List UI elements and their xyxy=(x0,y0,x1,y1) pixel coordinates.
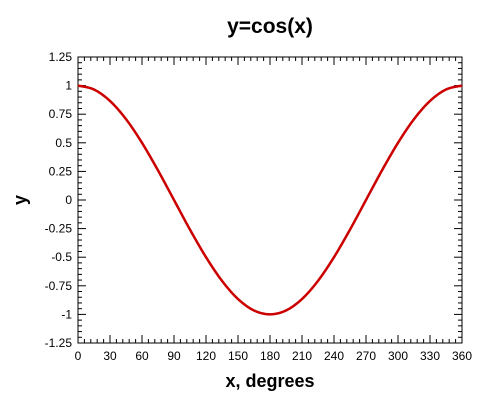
x-tick-label: 360 xyxy=(452,349,472,363)
y-tick-label: -0.25 xyxy=(45,222,73,236)
y-tick-label: 1 xyxy=(65,79,72,93)
x-tick-label: 120 xyxy=(196,349,216,363)
plot-border xyxy=(77,56,463,344)
plot-frame xyxy=(77,56,463,344)
y-tick-label: 1.25 xyxy=(49,50,73,64)
x-tick-label: 330 xyxy=(420,349,440,363)
y-tick-label: 0.25 xyxy=(49,164,73,178)
y-tick-label: 0.75 xyxy=(49,107,73,121)
y-tick-label: -1.25 xyxy=(45,336,73,350)
y-tick-label: -0.75 xyxy=(45,279,73,293)
cosine-series-line xyxy=(77,84,463,316)
y-tick-label: 0.5 xyxy=(55,136,72,150)
chart-title: y=cos(x) xyxy=(227,15,313,38)
x-axis-label: x, degrees xyxy=(225,371,314,391)
x-tick-label: 30 xyxy=(103,349,117,363)
x-tick-label: 270 xyxy=(356,349,376,363)
x-axis-ticks: 0 30 60 90 120 150 180 210 240 270 300 330 360 xyxy=(75,57,472,363)
series-group xyxy=(77,84,463,316)
x-tick-label: 180 xyxy=(260,349,280,363)
x-tick-label: 240 xyxy=(324,349,344,363)
y-tick-label: -1 xyxy=(61,307,72,321)
x-tick-label: 0 xyxy=(75,349,82,363)
y-axis-label: y xyxy=(10,195,30,205)
y-axis-ticks: -1.25 -1 -0.75 -0.5 -0.25 0 0.25 0.5 0.75 1 1.25 xyxy=(45,50,462,350)
x-tick-label: 90 xyxy=(167,349,181,363)
x-tick-label: 300 xyxy=(388,349,408,363)
y-tick-label: -0.5 xyxy=(51,250,72,264)
y-tick-label: 0 xyxy=(65,193,72,207)
x-tick-label: 150 xyxy=(228,349,248,363)
x-tick-label: 60 xyxy=(135,349,149,363)
x-tick-label: 210 xyxy=(292,349,312,363)
